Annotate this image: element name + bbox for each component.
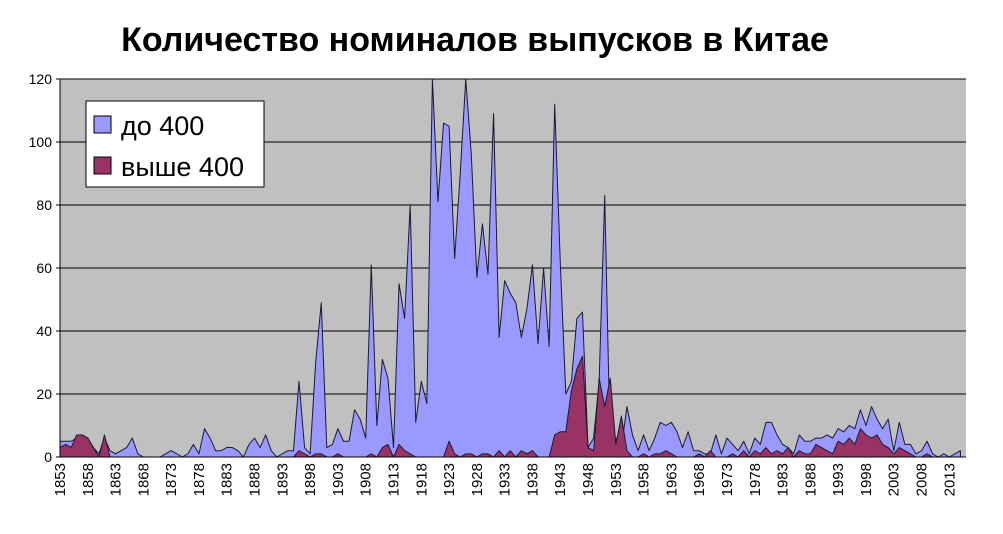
x-tick-label: 1868 [135, 463, 152, 496]
y-tick-label: 20 [36, 386, 52, 402]
y-tick-label: 80 [36, 197, 52, 213]
x-tick-label: 1908 [358, 463, 375, 496]
x-tick-label: 1998 [858, 463, 875, 496]
x-tick-label: 1863 [108, 463, 125, 496]
x-tick-label: 1873 [163, 463, 180, 496]
x-tick-label: 1893 [274, 463, 291, 496]
x-tick-label: 1978 [747, 463, 764, 496]
x-tick-label: 1923 [441, 463, 458, 496]
legend: до 400 выше 400 [85, 100, 265, 188]
x-tick-label: 1878 [191, 463, 208, 496]
legend-box [85, 100, 265, 188]
x-tick-label: 1993 [830, 463, 847, 496]
y-tick-label: 0 [44, 449, 52, 465]
x-tick-label: 1938 [524, 463, 541, 496]
y-tick-label: 120 [29, 71, 53, 87]
area-series-low [59, 78, 961, 458]
x-tick-label: 1903 [330, 463, 347, 496]
x-tick-label: 1973 [719, 463, 736, 496]
x-tick-label: 1898 [302, 463, 319, 496]
x-tick-label: 1913 [385, 463, 402, 496]
y-tick-label: 60 [36, 260, 52, 276]
x-tick-label: 1928 [469, 463, 486, 496]
y-tick-label: 100 [29, 134, 53, 150]
legend-swatch-high [93, 156, 112, 175]
x-tick-label: 1933 [497, 463, 514, 496]
x-tick-label: 1963 [663, 463, 680, 496]
x-tick-label: 1983 [775, 463, 792, 496]
chart-title: Количество номиналов выпусков в Китае [121, 21, 829, 59]
x-tick-label: 2013 [941, 463, 958, 496]
x-tick-label: 1968 [691, 463, 708, 496]
y-tick-labels: 0 20 40 60 80 100 120 [29, 71, 60, 465]
x-tick-label: 1918 [413, 463, 430, 496]
x-tick-label: 1853 [52, 463, 69, 496]
x-tick-label: 1943 [552, 463, 569, 496]
x-tick-label: 1888 [247, 463, 264, 496]
x-tick-label: 1883 [219, 463, 236, 496]
y-tick-label: 40 [36, 323, 52, 339]
legend-swatch-low [93, 115, 112, 134]
x-tick-label: 1948 [580, 463, 597, 496]
legend-label-high: выше 400 [121, 152, 244, 182]
x-tick-label: 1988 [802, 463, 819, 496]
x-tick-label: 1958 [636, 463, 653, 496]
x-tick-labels: 1853 1858 1863 1868 1873 1878 1883 1888 1893 1898… [52, 463, 958, 496]
x-tick-label: 2008 [914, 463, 931, 496]
x-tick-label: 1858 [80, 463, 97, 496]
legend-label-low: до 400 [121, 111, 204, 141]
x-tick-label: 1953 [608, 463, 625, 496]
x-tick-label: 2003 [886, 463, 903, 496]
